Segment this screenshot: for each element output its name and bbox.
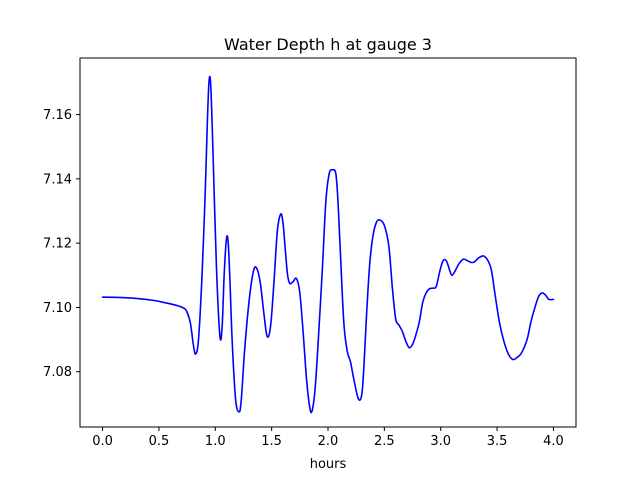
plot-area: 0.0 0.5 1.0 1.5 2.0 2.5 3.0 3.5 4.0 7.08 7.10 7.12…: [43, 57, 577, 449]
x-tick-label: 3.5: [487, 434, 508, 449]
y-tick-label: 7.16: [43, 108, 72, 123]
y-axis: 7.08 7.10 7.12 7.14 7.16: [43, 108, 80, 380]
x-tick-label: 3.0: [430, 434, 451, 449]
x-tick-label: 0.0: [92, 434, 113, 449]
x-tick-label: 2.0: [318, 434, 339, 449]
chart-title: Water Depth h at gauge 3: [224, 35, 432, 54]
x-tick-label: 4.0: [543, 434, 564, 449]
y-tick-label: 7.12: [43, 237, 72, 252]
x-tick-label: 0.5: [149, 434, 170, 449]
y-tick-label: 7.10: [43, 301, 72, 316]
x-tick-label: 1.5: [261, 434, 282, 449]
y-tick-label: 7.14: [43, 172, 72, 187]
x-axis-label: hours: [310, 457, 347, 472]
x-axis: 0.0 0.5 1.0 1.5 2.0 2.5 3.0 3.5 4.0: [92, 427, 564, 449]
x-tick-label: 2.5: [374, 434, 395, 449]
series-line-gauge-3: [101, 75, 555, 414]
x-tick-label: 1.0: [205, 434, 226, 449]
y-tick-label: 7.08: [43, 365, 72, 380]
